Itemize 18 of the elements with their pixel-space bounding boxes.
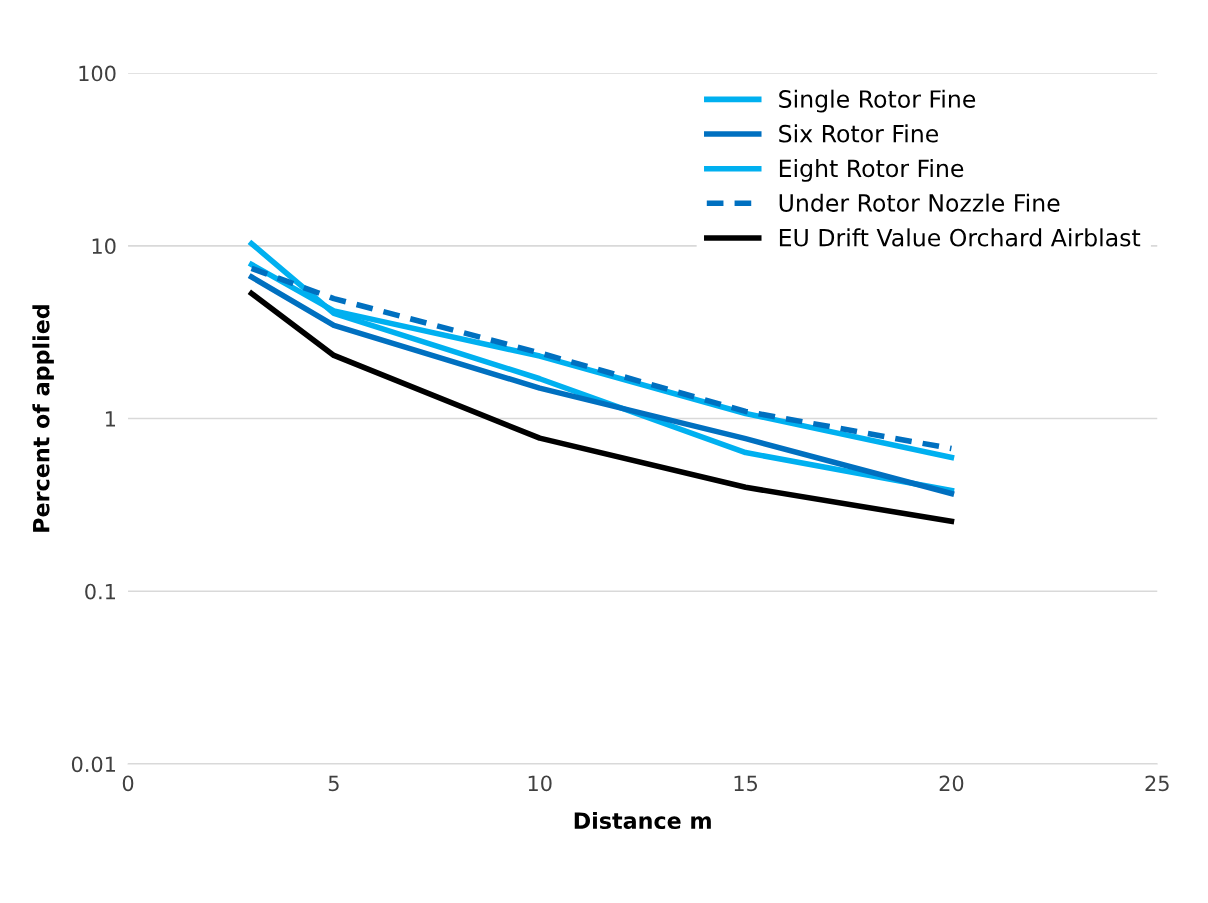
legend-label: Single Rotor Fine xyxy=(779,89,976,113)
legend-label: Six Rotor Fine xyxy=(779,124,939,143)
legend-label: Eight Rotor Fine xyxy=(779,158,964,182)
x-axis-title: Distance m xyxy=(574,811,711,830)
legend-label: Under Rotor Nozzle Fine xyxy=(779,193,1060,212)
y-tick-label: 0.1 xyxy=(85,583,116,600)
x-tick-label: 15 xyxy=(734,775,758,792)
y-tick-label: 10 xyxy=(92,238,116,255)
y-tick-label: 0.01 xyxy=(71,756,116,773)
x-tick-label: 0 xyxy=(122,775,134,792)
legend-label: EU Drift Value Orchard Airblast xyxy=(779,228,1141,247)
x-tick-label: 25 xyxy=(1145,775,1169,792)
y-tick-label: 1 xyxy=(105,411,116,427)
y-axis-title: Percent of applied xyxy=(32,305,54,532)
x-tick-label: 5 xyxy=(328,775,339,792)
x-tick-label: 20 xyxy=(939,775,964,792)
y-tick-label: 100 xyxy=(79,65,116,82)
x-tick-label: 10 xyxy=(528,775,552,792)
